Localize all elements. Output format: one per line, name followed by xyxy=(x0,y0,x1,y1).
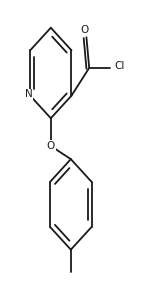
Text: Cl: Cl xyxy=(115,61,125,72)
Text: O: O xyxy=(47,141,55,151)
Text: N: N xyxy=(25,89,32,99)
Text: O: O xyxy=(81,25,89,35)
